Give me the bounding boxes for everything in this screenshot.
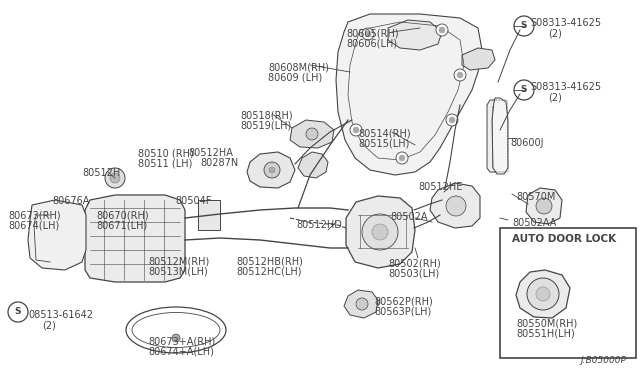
Polygon shape — [462, 48, 495, 70]
Circle shape — [362, 28, 374, 40]
Text: 80515(LH): 80515(LH) — [358, 138, 410, 148]
Bar — [198, 200, 220, 230]
Text: 80550M(RH): 80550M(RH) — [516, 318, 577, 328]
Text: 80513M(LH): 80513M(LH) — [148, 266, 208, 276]
Text: (2): (2) — [548, 28, 562, 38]
Text: 80502A: 80502A — [390, 212, 428, 222]
Circle shape — [365, 31, 371, 37]
Circle shape — [514, 16, 534, 36]
Text: 80504F: 80504F — [175, 196, 211, 206]
Polygon shape — [247, 152, 295, 188]
Circle shape — [269, 167, 275, 173]
Circle shape — [457, 72, 463, 78]
Text: 80676A: 80676A — [52, 196, 90, 206]
Text: 80600J: 80600J — [510, 138, 543, 148]
Circle shape — [399, 155, 405, 161]
Text: 80570M: 80570M — [516, 192, 556, 202]
Circle shape — [362, 214, 398, 250]
Polygon shape — [298, 152, 328, 178]
Text: 80512HA: 80512HA — [188, 148, 233, 158]
Text: 80287N: 80287N — [200, 158, 238, 168]
Text: 80563P(LH): 80563P(LH) — [374, 306, 431, 316]
Polygon shape — [487, 100, 500, 172]
Circle shape — [8, 302, 28, 322]
Circle shape — [449, 117, 455, 123]
Text: 80512HB(RH): 80512HB(RH) — [236, 256, 303, 266]
Text: 80673+A(RH): 80673+A(RH) — [148, 336, 215, 346]
Text: 80512M(RH): 80512M(RH) — [148, 256, 209, 266]
Text: AUTO DOOR LOCK: AUTO DOOR LOCK — [512, 234, 616, 244]
Polygon shape — [430, 183, 480, 228]
Text: 80673(RH): 80673(RH) — [8, 210, 61, 220]
Text: S08313-41625: S08313-41625 — [530, 82, 601, 92]
Polygon shape — [28, 200, 86, 270]
Text: 80519(LH): 80519(LH) — [240, 120, 291, 130]
Text: 80671(LH): 80671(LH) — [96, 220, 147, 230]
Text: 80512HC(LH): 80512HC(LH) — [236, 266, 301, 276]
Text: J:B05000P: J:B05000P — [580, 356, 626, 365]
Ellipse shape — [126, 307, 226, 353]
Text: 80510 (RH): 80510 (RH) — [138, 148, 194, 158]
Text: S: S — [15, 308, 21, 317]
Circle shape — [350, 124, 362, 136]
Circle shape — [356, 298, 368, 310]
Text: S08313-41625: S08313-41625 — [530, 18, 601, 28]
Circle shape — [439, 27, 445, 33]
Text: 80674(LH): 80674(LH) — [8, 220, 60, 230]
Text: 80512HE: 80512HE — [418, 182, 462, 192]
Text: 80502AA: 80502AA — [512, 218, 556, 228]
Text: S: S — [521, 22, 527, 31]
Circle shape — [536, 287, 550, 301]
Polygon shape — [388, 20, 442, 50]
Polygon shape — [516, 270, 570, 318]
Polygon shape — [336, 14, 482, 175]
Text: 80608M(RH): 80608M(RH) — [268, 62, 329, 72]
Text: 80605(RH): 80605(RH) — [346, 28, 399, 38]
Circle shape — [446, 114, 458, 126]
Circle shape — [514, 80, 534, 100]
Text: 80670(RH): 80670(RH) — [96, 210, 148, 220]
Text: 80511 (LH): 80511 (LH) — [138, 158, 193, 168]
Text: 80606(LH): 80606(LH) — [346, 38, 397, 48]
Circle shape — [105, 168, 125, 188]
Circle shape — [536, 198, 552, 214]
Circle shape — [436, 24, 448, 36]
Circle shape — [372, 224, 388, 240]
Circle shape — [454, 69, 466, 81]
Text: 80609 (LH): 80609 (LH) — [268, 72, 323, 82]
Polygon shape — [346, 196, 415, 268]
Circle shape — [110, 173, 120, 183]
Circle shape — [172, 334, 180, 342]
Text: 80674+A(LH): 80674+A(LH) — [148, 346, 214, 356]
Bar — [500, 228, 636, 358]
Text: 80514(RH): 80514(RH) — [358, 128, 411, 138]
Text: 08513-61642: 08513-61642 — [28, 310, 93, 320]
Text: 80518(RH): 80518(RH) — [240, 110, 292, 120]
Polygon shape — [492, 98, 508, 174]
Circle shape — [306, 128, 318, 140]
Polygon shape — [344, 290, 378, 318]
Circle shape — [396, 152, 408, 164]
Text: 80551H(LH): 80551H(LH) — [516, 328, 575, 338]
Circle shape — [353, 127, 359, 133]
Circle shape — [527, 278, 559, 310]
Text: (2): (2) — [42, 320, 56, 330]
Polygon shape — [526, 188, 562, 224]
Text: 80512H: 80512H — [82, 168, 120, 178]
Text: S: S — [521, 86, 527, 94]
Circle shape — [264, 162, 280, 178]
Circle shape — [446, 196, 466, 216]
Text: 80503(LH): 80503(LH) — [388, 268, 439, 278]
Text: (2): (2) — [548, 92, 562, 102]
Text: 80502(RH): 80502(RH) — [388, 258, 441, 268]
Ellipse shape — [132, 312, 220, 347]
Text: 80512HD: 80512HD — [296, 220, 342, 230]
Text: 80562P(RH): 80562P(RH) — [374, 296, 433, 306]
Polygon shape — [290, 120, 334, 148]
Polygon shape — [85, 195, 185, 282]
